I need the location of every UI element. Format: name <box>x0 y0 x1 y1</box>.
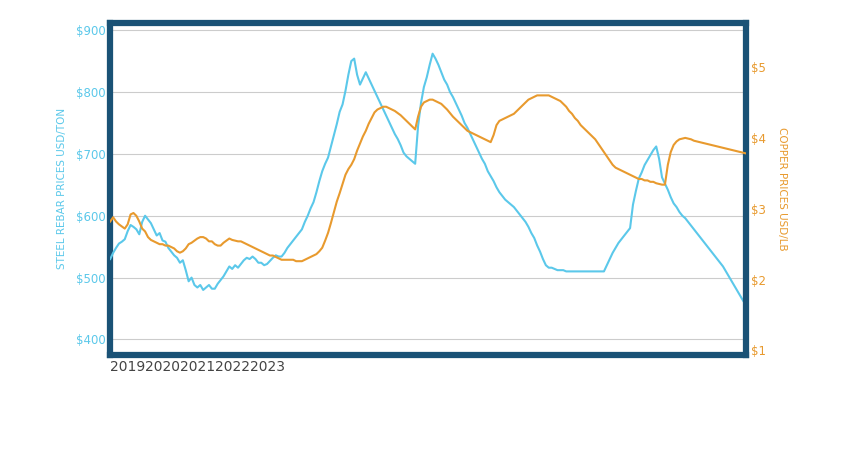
Y-axis label: COPPER PRICES USD/LB: COPPER PRICES USD/LB <box>778 127 787 251</box>
Legend: Copper: Copper <box>660 454 740 455</box>
Y-axis label: STEEL REBAR PRICES USD/TON: STEEL REBAR PRICES USD/TON <box>58 108 67 269</box>
